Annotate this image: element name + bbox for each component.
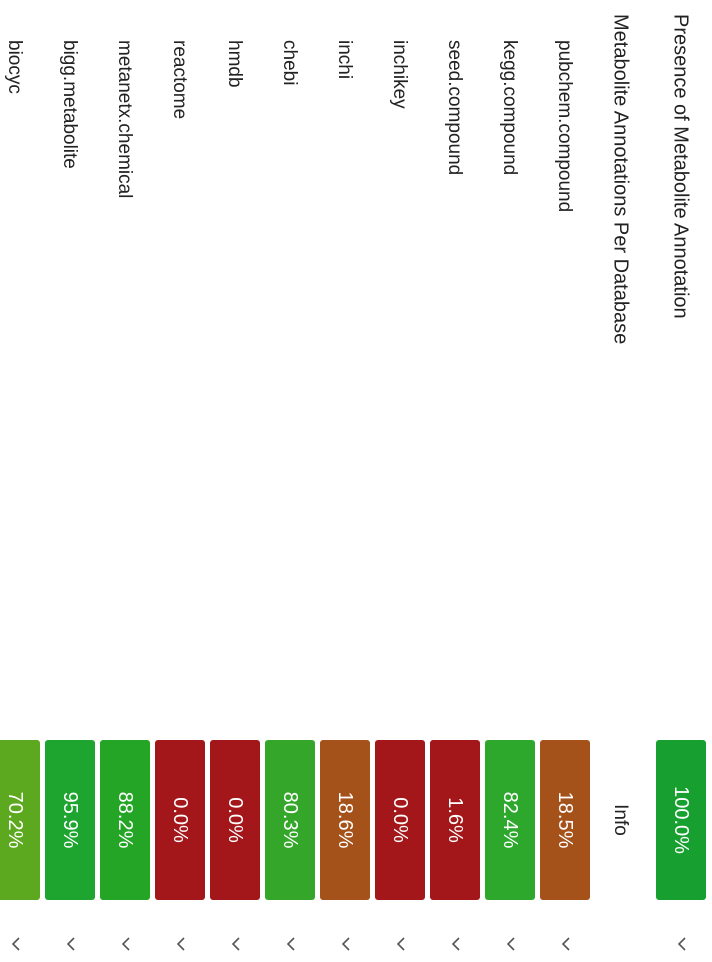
- section-row: Metabolite Annotations Per Database Info: [593, 0, 648, 962]
- chevron[interactable]: [450, 936, 462, 952]
- annotation-row[interactable]: biocyc 70.2%: [0, 0, 42, 962]
- chevron[interactable]: [505, 936, 517, 952]
- row-label: kegg.compound: [499, 40, 521, 176]
- header-row[interactable]: Presence of Metabolite Annotation 100.0%: [653, 0, 708, 962]
- row-label: inchi: [334, 40, 356, 80]
- row-label: inchikey: [389, 40, 411, 109]
- row-label: metanetx.chemical: [114, 40, 136, 199]
- chevron[interactable]: [340, 936, 352, 952]
- annotation-row[interactable]: bigg.metabolite 95.9%: [42, 0, 97, 962]
- score-badge: 0.0%: [375, 740, 425, 900]
- row-label: chebi: [279, 40, 301, 86]
- chevron[interactable]: [230, 936, 242, 952]
- annotation-row[interactable]: reactome 0.0%: [152, 0, 207, 962]
- chevron[interactable]: [10, 936, 22, 952]
- score-badge: 82.4%: [485, 740, 535, 900]
- chevron[interactable]: [120, 936, 132, 952]
- chevron[interactable]: [560, 936, 572, 952]
- score-badge: 0.0%: [155, 740, 205, 900]
- chevron[interactable]: [285, 936, 297, 952]
- row-label: seed.compound: [444, 40, 466, 176]
- score-badge: 18.6%: [320, 740, 370, 900]
- chevron[interactable]: [65, 936, 77, 952]
- annotation-row[interactable]: hmdb 0.0%: [207, 0, 262, 962]
- info-label: Info: [610, 804, 632, 836]
- annotation-row[interactable]: seed.compound 1.6%: [427, 0, 482, 962]
- row-label: hmdb: [224, 40, 246, 88]
- header-title: Presence of Metabolite Annotation: [670, 14, 692, 319]
- score-badge: 0.0%: [210, 740, 260, 900]
- score-badge: 88.2%: [100, 740, 150, 900]
- chevron[interactable]: [676, 936, 688, 952]
- annotation-row[interactable]: pubchem.compound 18.5%: [537, 0, 592, 962]
- section-title: Metabolite Annotations Per Database: [610, 14, 632, 345]
- annotation-row[interactable]: metanetx.chemical 88.2%: [97, 0, 152, 962]
- score-badge: 70.2%: [0, 740, 40, 900]
- score-badge: 1.6%: [430, 740, 480, 900]
- annotation-row[interactable]: chebi 80.3%: [262, 0, 317, 962]
- annotation-row[interactable]: kegg.compound 82.4%: [482, 0, 537, 962]
- row-label: pubchem.compound: [554, 40, 576, 213]
- chevron[interactable]: [175, 936, 187, 952]
- row-label: reactome: [169, 40, 191, 120]
- score-badge: 80.3%: [265, 740, 315, 900]
- annotation-row[interactable]: inchi 18.6%: [317, 0, 372, 962]
- score-badge: 95.9%: [45, 740, 95, 900]
- row-label: biocyc: [4, 40, 26, 94]
- score-badge: 100.0%: [656, 740, 706, 900]
- annotation-row[interactable]: inchikey 0.0%: [372, 0, 427, 962]
- chevron[interactable]: [395, 936, 407, 952]
- score-badge: 18.5%: [540, 740, 590, 900]
- row-label: bigg.metabolite: [59, 40, 81, 169]
